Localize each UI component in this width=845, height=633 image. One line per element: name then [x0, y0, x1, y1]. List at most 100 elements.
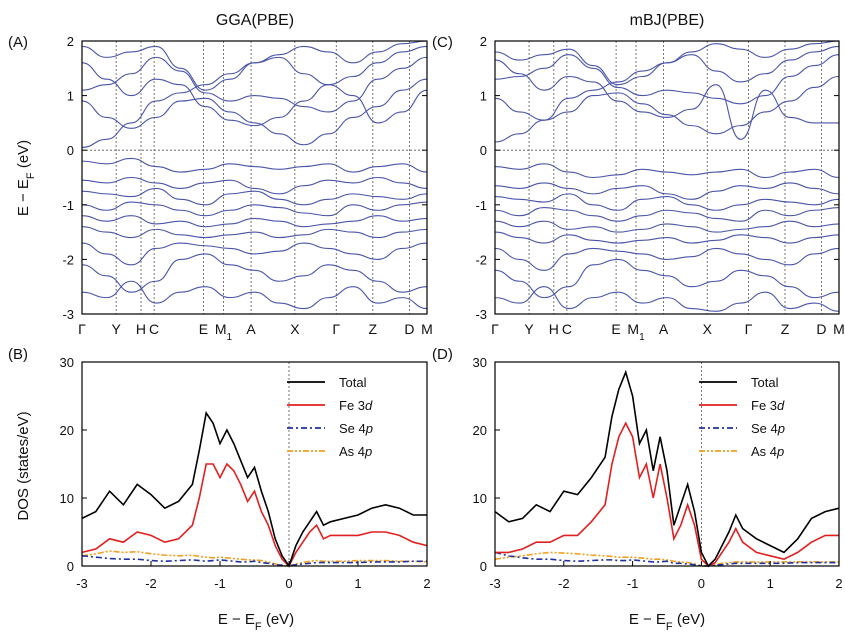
dos-series-line: [81, 462, 428, 568]
band-line: [495, 247, 839, 271]
dos-series-line: [494, 551, 839, 567]
kpoint-label: H: [136, 321, 146, 337]
kpoint-label: X: [703, 321, 713, 337]
band-line: [495, 182, 839, 200]
band-line: [82, 187, 427, 206]
x-tick-label: 2: [835, 576, 842, 591]
x-tick-label: 2: [423, 576, 430, 591]
legend-entry: As 4p: [339, 444, 372, 459]
x-tick-label: -2: [145, 576, 157, 591]
y-tick-label: -2: [475, 252, 487, 267]
dos-series-line: [81, 555, 427, 567]
band-line: [82, 242, 427, 266]
kpoint-label: Z: [369, 321, 378, 337]
y-tick-label: -1: [475, 198, 487, 213]
band-line: [495, 220, 839, 233]
band-line: [495, 286, 839, 312]
y-tick-label: 10: [60, 491, 74, 506]
legend-entry: Fe 3d: [751, 398, 785, 413]
y-tick-label: 0: [67, 559, 74, 574]
band-line: [82, 78, 427, 146]
dos-series-line: [495, 421, 839, 567]
band-line: [495, 59, 839, 140]
y-tick-label: 2: [67, 34, 74, 49]
kpoint-label: Γ: [332, 321, 340, 337]
kpoint-label: Γ: [78, 321, 86, 337]
kpoint-label: Y: [524, 321, 534, 337]
y-tick-label: 0: [480, 143, 487, 158]
x-tick-label: -3: [489, 576, 501, 591]
panel-title-gga: GGA(PBE): [216, 12, 294, 29]
legend-entry: Total: [751, 375, 779, 390]
band-line: [82, 176, 427, 195]
kpoint-label: D: [816, 321, 826, 337]
x-tick-label: -1: [214, 576, 226, 591]
band-line: [82, 226, 427, 239]
x-tick-label: -2: [558, 576, 570, 591]
x-tick-label: 0: [698, 576, 705, 591]
kpoint-label: E: [611, 321, 620, 337]
band-line: [495, 163, 839, 179]
dos-series-line: [494, 369, 840, 568]
plot-frame: [81, 40, 428, 315]
y-tick-label: 1: [67, 89, 74, 104]
dos-x-axis-label-right: E − EF (eV): [629, 611, 705, 633]
x-tick-label: -3: [76, 576, 88, 591]
dos-series-line: [81, 410, 427, 568]
dos-series-line: [494, 551, 839, 567]
y-tick-label: 0: [480, 559, 487, 574]
panel-label-b: (B): [8, 346, 28, 363]
panel-label-d: (D): [432, 346, 453, 363]
legend-entry: As 4p: [751, 444, 784, 459]
y-tick-label: -1: [62, 198, 74, 213]
band-line: [82, 62, 427, 127]
band-line: [82, 215, 427, 228]
panel-title-mbj: mBJ(PBE): [630, 12, 705, 29]
y-tick-label: -3: [475, 307, 487, 322]
band-line: [495, 258, 839, 299]
kpoint-label: M: [833, 321, 845, 337]
kpoint-label: Γ: [491, 321, 499, 337]
band-structure-gga: Γ Y H C E M1 A X Γ Z D M -3 -2 -1 0 1 2: [62, 34, 432, 343]
y-tick-label: 30: [60, 355, 74, 370]
x-tick-label: 0: [285, 576, 292, 591]
kpoint-label: Y: [111, 321, 121, 337]
y-tick-label: 2: [480, 34, 487, 49]
kpoint-label: C: [562, 321, 572, 337]
band-line: [495, 231, 839, 244]
band-line: [495, 41, 839, 143]
plot-frame: [81, 361, 428, 567]
dos-x-axis-label-left: E − EF (eV): [218, 611, 294, 633]
x-tick-label: -1: [627, 576, 639, 591]
band-y-axis-label: E − EF (eV): [15, 140, 37, 216]
band-line: [495, 206, 839, 222]
band-line: [82, 157, 427, 173]
legend-entry: Fe 3d: [339, 398, 373, 413]
legend-entry: Se 4p: [339, 421, 373, 436]
band-line: [495, 54, 839, 105]
band-structure-mbj: Γ Y H C E M1 A X Γ Z D M -3 -2 -1 0 1 2: [475, 34, 844, 343]
band-line: [82, 280, 427, 310]
kpoint-label: M1: [627, 321, 645, 343]
band-line: [495, 75, 839, 135]
band-line: [82, 253, 427, 293]
kpoint-label: M1: [215, 321, 233, 343]
x-tick-label: 1: [354, 576, 361, 591]
band-line: [495, 193, 839, 211]
band-line: [495, 45, 839, 86]
y-tick-label: -2: [62, 252, 74, 267]
kpoint-label: E: [199, 321, 208, 337]
y-tick-label: -3: [62, 307, 74, 322]
kpoint-label: Z: [781, 321, 790, 337]
y-tick-label: 1: [480, 89, 487, 104]
y-tick-label: 0: [67, 143, 74, 158]
band-line: [82, 41, 427, 149]
kpoint-label: Γ: [745, 321, 753, 337]
dos-series-line: [81, 550, 428, 567]
plot-frame: [494, 361, 840, 567]
legend-entry: Se 4p: [751, 421, 785, 436]
panel-label-c: (C): [432, 34, 453, 51]
plot-frame: [494, 40, 840, 315]
